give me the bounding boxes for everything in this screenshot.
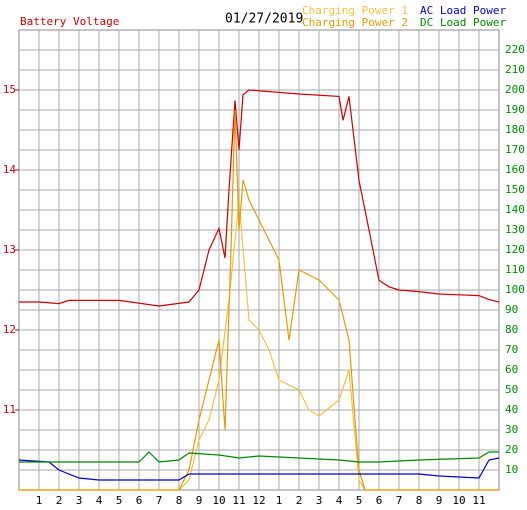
y2-tick-label: 80	[505, 323, 518, 336]
y-tick-label: 12	[3, 323, 16, 336]
legend-entry: AC Load Power	[420, 4, 506, 17]
y2-tick-label: 150	[505, 183, 525, 196]
x-tick-label: 10	[452, 494, 465, 507]
series-line	[19, 109, 499, 491]
y2-tick-label: 170	[505, 143, 525, 156]
y2-tick-label: 20	[505, 443, 518, 456]
y-tick-label: 14	[3, 163, 17, 176]
y2-tick-label: 210	[505, 63, 525, 76]
x-tick-label: 6	[136, 494, 143, 507]
y2-tick-label: 220	[505, 43, 525, 56]
x-tick-label: 10	[212, 494, 225, 507]
x-tick-label: 11	[232, 494, 245, 507]
x-tick-label: 9	[436, 494, 443, 507]
y-tick-label: 15	[3, 83, 16, 96]
series-line	[18, 457, 500, 481]
x-tick-label: 2	[56, 494, 63, 507]
y2-tick-label: 100	[505, 283, 525, 296]
x-tick-label: 11	[472, 494, 485, 507]
x-tick-label: 7	[156, 494, 163, 507]
legend-entry: Charging Power 1	[302, 4, 408, 17]
y2-tick-label: 120	[505, 243, 525, 256]
y2-tick-label: 190	[505, 103, 525, 116]
x-tick-label: 12	[252, 494, 265, 507]
x-tick-label: 2	[296, 494, 303, 507]
y-tick-label: 13	[3, 243, 16, 256]
series-line	[19, 451, 499, 463]
x-tick-label: 5	[356, 494, 363, 507]
y2-tick-label: 200	[505, 83, 525, 96]
y2-tick-label: 70	[505, 343, 518, 356]
y2-tick-label: 90	[505, 303, 518, 316]
y2-tick-label: 160	[505, 163, 525, 176]
x-tick-label: 4	[336, 494, 343, 507]
x-tick-label: 1	[36, 494, 43, 507]
y2-tick-label: 30	[505, 423, 518, 436]
legend-entry: Battery Voltage	[20, 15, 119, 28]
x-tick-label: 8	[176, 494, 183, 507]
y2-tick-label: 40	[505, 403, 518, 416]
y2-tick-label: 130	[505, 223, 525, 236]
x-tick-label: 9	[196, 494, 203, 507]
x-tick-label: 1	[276, 494, 283, 507]
y-tick-label: 11	[3, 403, 16, 416]
x-tick-label: 8	[416, 494, 423, 507]
y2-tick-label: 50	[505, 383, 518, 396]
y2-tick-label: 180	[505, 123, 525, 136]
series-line	[19, 199, 499, 491]
y2-tick-label: 10	[505, 463, 518, 476]
y2-tick-label: 110	[505, 263, 525, 276]
y2-tick-label: 140	[505, 203, 525, 216]
x-tick-label: 6	[376, 494, 383, 507]
x-tick-label: 4	[96, 494, 103, 507]
chart-title: 01/27/2019	[225, 12, 303, 27]
series-line	[19, 89, 500, 307]
x-tick-label: 7	[396, 494, 403, 507]
y2-tick-label: 60	[505, 363, 518, 376]
legend-entry: DC Load Power	[420, 16, 506, 29]
legend-entry: Charging Power 2	[302, 16, 408, 29]
x-tick-label: 3	[316, 494, 323, 507]
x-tick-label: 3	[76, 494, 83, 507]
x-tick-label: 5	[116, 494, 123, 507]
